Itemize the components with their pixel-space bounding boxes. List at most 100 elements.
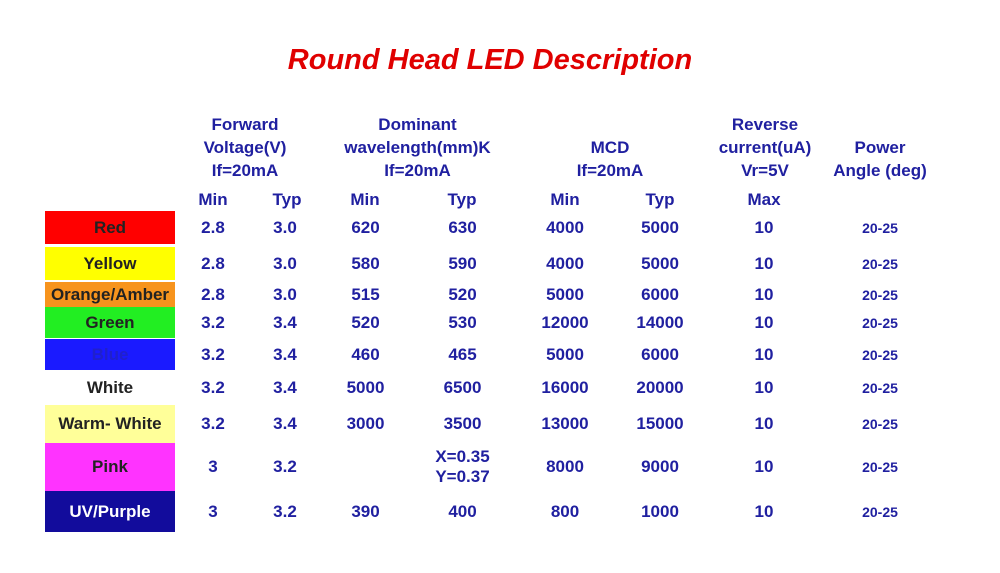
cell-mtyp: 6000 [641, 344, 679, 364]
cell-wmin: 620 [351, 217, 380, 237]
cell-rmax: 10 [754, 501, 774, 521]
header-line: If=20mA [211, 161, 279, 180]
table-row: Warm- White 3.2 3.4 3000 3500 13000 15000 10 20-… [0, 405, 1000, 443]
sub-header-typ: Typ [645, 190, 675, 209]
cell-wtyp: 3500 [443, 414, 482, 433]
cell-wmin: 5000 [346, 377, 385, 397]
sub-header-min: Min [350, 190, 380, 209]
cell-mmin: 4000 [546, 253, 584, 273]
color-swatch: Green [45, 307, 175, 338]
sub-header-max: Max [747, 190, 781, 209]
cell-vmin: 2.8 [201, 253, 225, 273]
header-line: If=20mA [384, 161, 451, 180]
color-swatch: UV/Purple [45, 491, 175, 532]
cell-mtyp: 9000 [641, 457, 679, 476]
forward-voltage-header: Forward Voltage(V) If=20mA [185, 113, 305, 182]
cell-vtyp: 3.0 [273, 284, 297, 304]
color-swatch: Warm- White [45, 405, 175, 443]
cell-mmin: 800 [550, 501, 580, 521]
cell-rmax: 10 [754, 312, 774, 332]
cell-wmin: 460 [351, 344, 380, 364]
cell-vtyp: 3.4 [273, 312, 297, 332]
color-swatch: Pink [45, 443, 175, 491]
header-line: Dominant [378, 115, 457, 134]
sub-header-min: Min [550, 190, 580, 209]
cell-mmin: 16000 [541, 377, 589, 397]
cell-rmax: 10 [754, 377, 774, 397]
cell-mmin: 5000 [546, 344, 584, 364]
cell-wtyp: 400 [448, 501, 477, 521]
table-row: Green 3.2 3.4 520 530 12000 14000 10 20-25 [0, 307, 1000, 338]
cell-vtyp: 3.2 [273, 457, 297, 476]
cell-wmin: 3000 [346, 414, 385, 433]
table-row: Pink 3 3.2 X=0.35 Y=0.37 8000 9000 10 20-25 [0, 443, 1000, 491]
cell-mtyp: 5000 [641, 253, 679, 273]
cell-mtyp: 6000 [641, 284, 679, 304]
reverse-current-header: Reverse current(uA) Vr=5V [700, 113, 830, 182]
cell-vmin: 3.2 [201, 377, 225, 397]
header-line: current(uA) [718, 138, 812, 157]
cell-vmin: 2.8 [201, 284, 225, 304]
cell-wmin: 515 [351, 284, 380, 304]
cell-rmax: 10 [754, 344, 774, 364]
cell-wtyp: 6500 [443, 377, 482, 397]
header-line: Power [854, 138, 906, 157]
color-swatch: Blue [45, 339, 175, 370]
cell-angle: 20-25 [862, 416, 898, 432]
cell-mmin: 4000 [546, 217, 584, 237]
cell-angle: 20-25 [862, 314, 898, 331]
header-line: MCD [590, 138, 630, 157]
cell-rmax: 10 [754, 253, 774, 273]
header-line: Angle (deg) [833, 161, 927, 180]
color-swatch: Orange/Amber [45, 282, 175, 307]
header-line: wavelength(mm)K [344, 138, 491, 157]
cell-rmax: 10 [754, 414, 774, 433]
cell-rmax: 10 [754, 217, 774, 237]
cell-wmin: 520 [351, 312, 380, 332]
power-angle-header: Power Angle (deg) [820, 136, 940, 182]
cell-wtyp: 530 [448, 312, 477, 332]
table-row: Orange/Amber 2.8 3.0 515 520 5000 6000 10 20-25 [0, 282, 1000, 307]
sub-header-min: Min [198, 190, 228, 209]
table-row: White 3.2 3.4 5000 6500 16000 20000 10 20-25 [0, 371, 1000, 404]
cell-angle: 20-25 [862, 379, 898, 396]
cell-angle: 20-25 [862, 503, 898, 520]
cell-vtyp: 3.2 [273, 501, 297, 521]
cell-mtyp: 15000 [636, 414, 684, 433]
table-row: UV/Purple 3 3.2 390 400 800 1000 10 20-25 [0, 491, 1000, 532]
cell-mtyp: 5000 [641, 217, 679, 237]
cell-rmax: 10 [754, 284, 774, 304]
cell-vmin: 2.8 [201, 217, 225, 237]
cell-vtyp: 3.0 [273, 217, 297, 237]
cell-wtyp: 520 [448, 284, 477, 304]
cell-vmin: 3 [208, 501, 218, 521]
table-row: Yellow 2.8 3.0 580 590 4000 5000 10 20-25 [0, 247, 1000, 280]
cell-mmin: 12000 [541, 312, 589, 332]
header-line: Reverse [731, 115, 799, 134]
cell-wmin: 580 [351, 253, 380, 273]
cell-vtyp: 3.4 [273, 414, 297, 433]
cell-wtyp: 465 [448, 344, 477, 364]
cell-mmin: 8000 [546, 457, 584, 476]
table-row: Red 2.8 3.0 620 630 4000 5000 10 20-25 [0, 211, 1000, 244]
cell-rmax: 10 [754, 457, 774, 476]
cell-angle: 20-25 [862, 255, 898, 272]
color-swatch: Red [45, 211, 175, 244]
header-line: Vr=5V [741, 161, 789, 180]
cell-mmin: 5000 [546, 284, 584, 304]
cell-wtyp: 630 [448, 217, 477, 237]
mcd-header: MCD If=20mA [545, 136, 675, 182]
cell-vmin: 3.2 [201, 344, 225, 364]
cell-angle: 20-25 [862, 346, 898, 363]
cell-mmin: 13000 [541, 414, 589, 433]
cell-angle: 20-25 [862, 286, 898, 303]
header-line: Voltage(V) [203, 138, 287, 157]
cell-wtyp: 590 [448, 253, 477, 273]
cell-mtyp: 14000 [636, 312, 684, 332]
cell-vtyp: 3.4 [273, 377, 297, 397]
cell-vtyp: 3.0 [273, 253, 297, 273]
cell-angle: 20-25 [862, 219, 898, 236]
color-swatch: White [45, 371, 175, 404]
cell-angle: 20-25 [862, 459, 898, 475]
cell-mtyp: 20000 [636, 377, 684, 397]
